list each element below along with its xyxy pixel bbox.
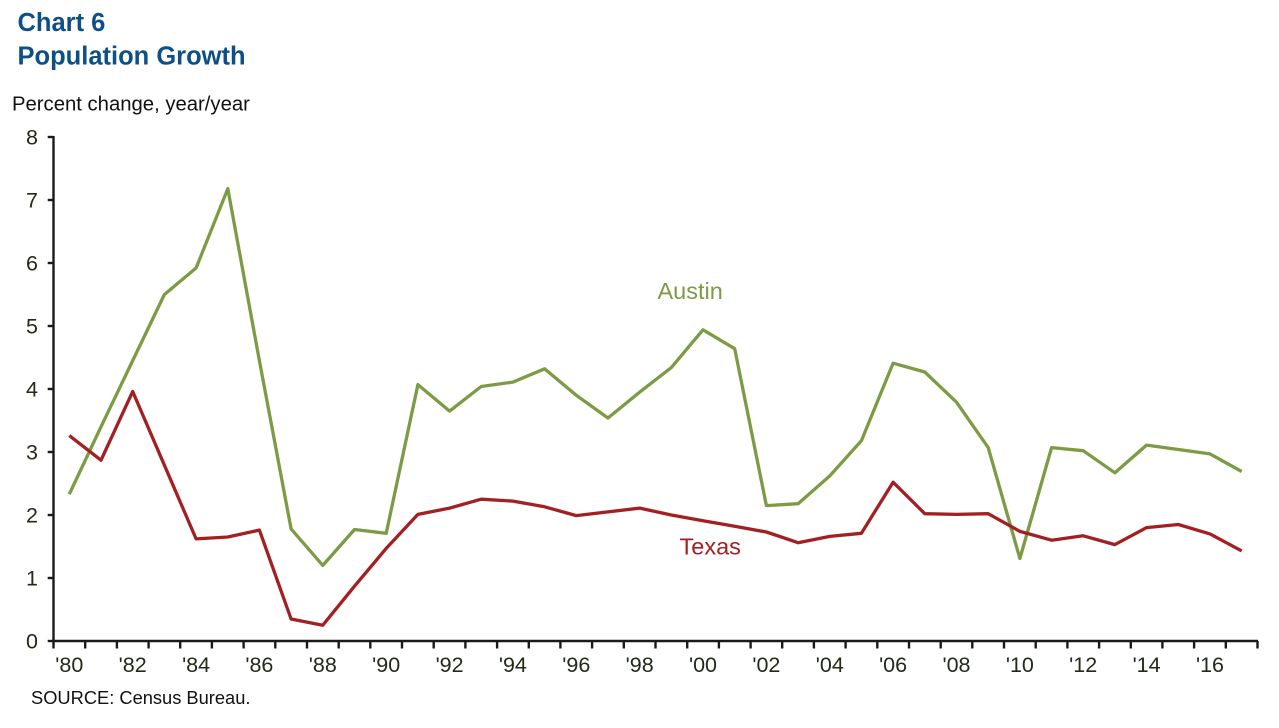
- svg-text:2: 2: [26, 503, 38, 527]
- svg-text:'04: '04: [816, 653, 844, 677]
- svg-text:'02: '02: [752, 653, 780, 677]
- svg-text:Texas: Texas: [680, 534, 741, 560]
- svg-text:'10: '10: [1006, 653, 1034, 677]
- svg-text:'94: '94: [499, 653, 527, 677]
- svg-text:'80: '80: [55, 653, 83, 677]
- svg-text:Percent change, year/year: Percent change, year/year: [12, 94, 250, 116]
- svg-text:5: 5: [26, 314, 38, 338]
- svg-text:'92: '92: [436, 653, 464, 677]
- svg-text:'14: '14: [1133, 653, 1161, 677]
- svg-text:1: 1: [26, 566, 38, 590]
- svg-text:3: 3: [26, 440, 38, 464]
- svg-text:Population Growth: Population Growth: [18, 43, 246, 71]
- svg-text:7: 7: [26, 188, 38, 212]
- svg-text:'82: '82: [119, 653, 147, 677]
- svg-text:'90: '90: [372, 653, 400, 677]
- svg-text:'96: '96: [562, 653, 590, 677]
- svg-text:0: 0: [26, 629, 38, 653]
- svg-text:4: 4: [26, 377, 38, 401]
- svg-text:'88: '88: [309, 653, 337, 677]
- svg-text:'86: '86: [245, 653, 273, 677]
- svg-text:Austin: Austin: [658, 278, 723, 304]
- svg-text:'84: '84: [182, 653, 210, 677]
- svg-text:8: 8: [26, 125, 38, 149]
- svg-text:'00: '00: [689, 653, 717, 677]
- svg-text:'08: '08: [942, 653, 970, 677]
- svg-text:'16: '16: [1196, 653, 1224, 677]
- svg-text:'12: '12: [1069, 653, 1097, 677]
- svg-text:'06: '06: [879, 653, 907, 677]
- svg-text:6: 6: [26, 251, 38, 275]
- svg-text:Chart 6: Chart 6: [18, 9, 106, 37]
- svg-text:'98: '98: [626, 653, 654, 677]
- svg-text:SOURCE: Census Bureau.: SOURCE: Census Bureau.: [31, 687, 250, 708]
